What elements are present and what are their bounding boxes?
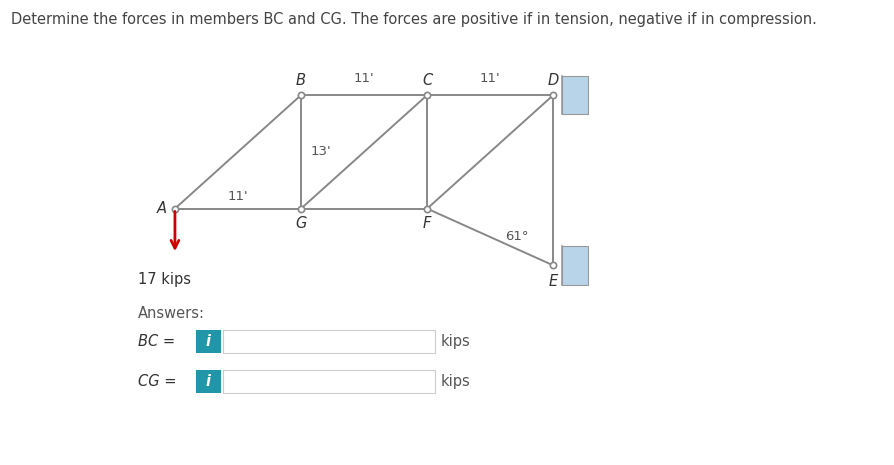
FancyBboxPatch shape	[223, 330, 434, 353]
Text: B: B	[296, 73, 306, 88]
Text: A: A	[156, 201, 166, 216]
Text: 17 kips: 17 kips	[138, 272, 191, 286]
Text: Determine the forces in members BC and CG. The forces are positive if in tension: Determine the forces in members BC and C…	[11, 12, 815, 27]
FancyBboxPatch shape	[561, 76, 587, 114]
Text: CG =: CG =	[138, 374, 176, 389]
FancyBboxPatch shape	[223, 370, 434, 393]
Text: F: F	[423, 216, 431, 231]
Text: D: D	[547, 73, 558, 88]
Text: kips: kips	[441, 334, 470, 349]
Text: i: i	[206, 334, 210, 349]
Text: 11': 11'	[353, 72, 374, 85]
FancyBboxPatch shape	[561, 246, 587, 285]
Text: E: E	[548, 274, 557, 289]
Text: 61°: 61°	[504, 230, 528, 243]
Text: BC =: BC =	[138, 334, 175, 349]
Text: 11': 11'	[227, 190, 248, 203]
Text: C: C	[422, 73, 432, 88]
Text: Answers:: Answers:	[138, 306, 205, 321]
FancyBboxPatch shape	[196, 330, 221, 353]
Text: G: G	[295, 216, 307, 231]
Text: kips: kips	[441, 374, 470, 389]
Text: i: i	[206, 374, 210, 389]
FancyBboxPatch shape	[196, 370, 221, 393]
Text: 11': 11'	[479, 72, 500, 85]
Text: 13': 13'	[310, 146, 331, 159]
